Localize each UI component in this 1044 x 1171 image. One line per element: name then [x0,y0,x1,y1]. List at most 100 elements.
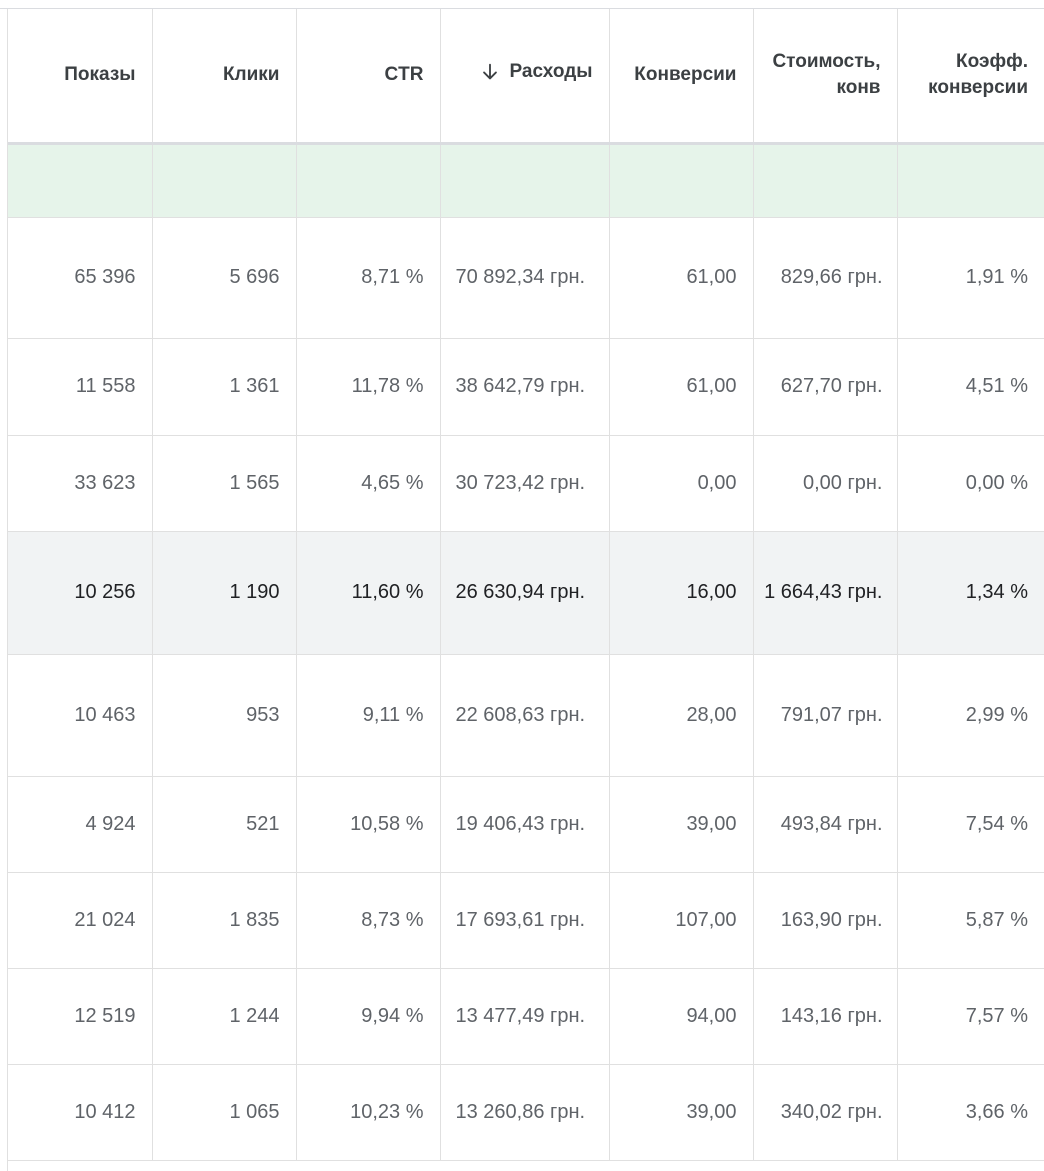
total-cell [609,143,754,218]
column-header-label-line2: конв [836,77,881,99]
conversions-cell: 28,00 [609,654,754,777]
conversions-cell: 16,00 [609,531,754,655]
column-header-clicks[interactable]: Клики [152,9,297,145]
column-header-label-line1: Коэфф. [956,51,1028,73]
cost-cell: 13 260,86 грн. [440,1064,610,1161]
clicks-cell: 1 190 [152,531,297,655]
impressions-cell: 65 396 [8,217,153,339]
column-header-label-line1: Стоимость, [772,51,881,73]
impressions-cell: 21 024 [8,872,153,969]
table-row[interactable]: 10 412 1 065 10,23 % 13 260,86 грн. 39,00 340… [8,1064,1044,1161]
ctr-cell: 9,94 % [296,968,441,1065]
clicks-cell: 1 244 [152,968,297,1065]
impressions-cell: 10 412 [8,1064,153,1161]
conversions-cell: 0,00 [609,435,754,532]
campaign-stats-table-frame: Показы Клики CTR Расходы [0,8,1044,1171]
cost-per-conversion-cell: 1 664,43 грн. [753,531,898,655]
cost-per-conversion-cell: 829,66 грн. [753,217,898,339]
impressions-cell: 10 256 [8,531,153,655]
arrow-down-icon [483,64,498,80]
cost-cell: 30 723,42 грн. [440,435,610,532]
conversion-rate-cell: 1,34 % [897,531,1044,655]
column-header-label-line2: конверсии [928,77,1028,99]
column-header-label: Расходы [509,61,593,83]
column-header-ctr[interactable]: CTR [296,9,441,145]
column-header-label: Конверсии [634,64,737,86]
conversions-cell: 107,00 [609,872,754,969]
column-header-label: CTR [384,64,424,86]
total-cell [152,143,297,218]
conversion-rate-cell: 7,54 % [897,776,1044,873]
column-header-cost-per-conversion[interactable]: Стоимость, конв [753,9,898,145]
table-header-row: Показы Клики CTR Расходы [8,9,1044,145]
column-header-conversion-rate[interactable]: Коэфф. конверсии [897,9,1044,145]
ctr-cell: 4,65 % [296,435,441,532]
cost-cell: 26 630,94 грн. [440,531,610,655]
total-cell [753,143,898,218]
clicks-cell: 1 065 [152,1064,297,1161]
cost-cell: 13 477,49 грн. [440,968,610,1065]
cost-cell: 22 608,63 грн. [440,654,610,777]
total-cell [8,143,153,218]
campaign-stats-table: Показы Клики CTR Расходы [8,9,1044,1161]
conversions-cell: 94,00 [609,968,754,1065]
column-header-conversions[interactable]: Конверсии [609,9,754,145]
impressions-cell: 33 623 [8,435,153,532]
conversions-cell: 61,00 [609,217,754,339]
total-cell [897,143,1044,218]
table-row[interactable]: 65 396 5 696 8,71 % 70 892,34 грн. 61,00 829,… [8,217,1044,339]
table-row[interactable]: 10 256 1 190 11,60 % 26 630,94 грн. 16,00 1 6… [8,531,1044,655]
impressions-cell: 11 558 [8,338,153,436]
ctr-cell: 11,78 % [296,338,441,436]
conversion-rate-cell: 3,66 % [897,1064,1044,1161]
ctr-cell: 8,73 % [296,872,441,969]
column-header-cost[interactable]: Расходы [440,9,610,145]
ctr-cell: 9,11 % [296,654,441,777]
cost-per-conversion-cell: 493,84 грн. [753,776,898,873]
conversion-rate-cell: 4,51 % [897,338,1044,436]
table-row[interactable]: 33 623 1 565 4,65 % 30 723,42 грн. 0,00 0,00 … [8,435,1044,532]
column-header-impressions[interactable]: Показы [8,9,153,145]
column-header-label: Клики [222,64,280,86]
table-row[interactable]: 12 519 1 244 9,94 % 13 477,49 грн. 94,00 143,… [8,968,1044,1065]
cost-cell: 19 406,43 грн. [440,776,610,873]
column-header-label: Показы [64,64,136,86]
impressions-cell: 12 519 [8,968,153,1065]
table-row[interactable]: 21 024 1 835 8,73 % 17 693,61 грн. 107,00 163… [8,872,1044,969]
conversion-rate-cell: 5,87 % [897,872,1044,969]
cost-per-conversion-cell: 791,07 грн. [753,654,898,777]
table-row[interactable]: 10 463 953 9,11 % 22 608,63 грн. 28,00 791,07… [8,654,1044,777]
conversions-cell: 61,00 [609,338,754,436]
sorted-column-header: Расходы [479,59,593,85]
cost-cell: 38 642,79 грн. [440,338,610,436]
conversion-rate-cell: 7,57 % [897,968,1044,1065]
clicks-cell: 1 361 [152,338,297,436]
conversion-rate-cell: 1,91 % [897,217,1044,339]
cost-per-conversion-cell: 143,16 грн. [753,968,898,1065]
cost-cell: 70 892,34 грн. [440,217,610,339]
clicks-cell: 5 696 [152,217,297,339]
clicks-cell: 1 565 [152,435,297,532]
impressions-cell: 4 924 [8,776,153,873]
total-row [8,143,1044,218]
conversions-cell: 39,00 [609,1064,754,1161]
ctr-cell: 11,60 % [296,531,441,655]
total-cell [440,143,610,218]
conversions-cell: 39,00 [609,776,754,873]
row-selector-column-edge [0,9,8,1171]
table-row[interactable]: 11 558 1 361 11,78 % 38 642,79 грн. 61,00 627… [8,338,1044,436]
ctr-cell: 8,71 % [296,217,441,339]
impressions-cell: 10 463 [8,654,153,777]
ctr-cell: 10,23 % [296,1064,441,1161]
table-row[interactable]: 4 924 521 10,58 % 19 406,43 грн. 39,00 493,84… [8,776,1044,873]
cost-per-conversion-cell: 163,90 грн. [753,872,898,969]
conversion-rate-cell: 0,00 % [897,435,1044,532]
cost-per-conversion-cell: 340,02 грн. [753,1064,898,1161]
cost-per-conversion-cell: 627,70 грн. [753,338,898,436]
conversion-rate-cell: 2,99 % [897,654,1044,777]
cost-cell: 17 693,61 грн. [440,872,610,969]
clicks-cell: 953 [152,654,297,777]
ctr-cell: 10,58 % [296,776,441,873]
clicks-cell: 521 [152,776,297,873]
total-cell [296,143,441,218]
